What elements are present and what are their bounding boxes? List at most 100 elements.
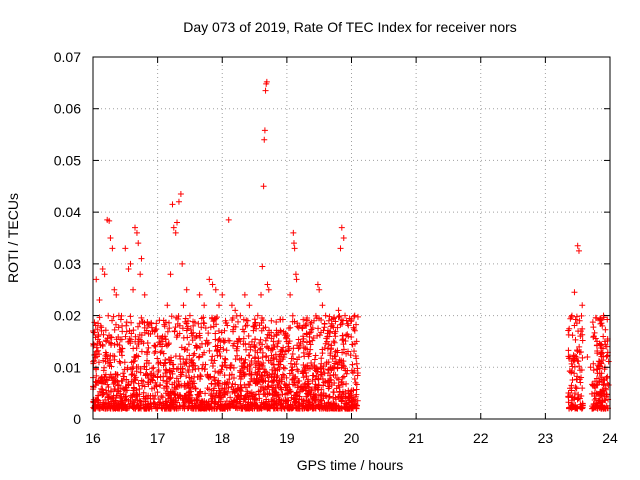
data-point — [335, 382, 342, 389]
data-point — [186, 363, 193, 370]
data-point — [222, 317, 229, 324]
data-point — [216, 380, 223, 387]
data-point — [265, 286, 272, 293]
data-point — [584, 353, 591, 360]
data-point — [322, 404, 329, 411]
data-point — [108, 340, 115, 347]
data-point — [246, 302, 253, 309]
data-point — [302, 363, 309, 370]
data-point — [101, 271, 108, 278]
data-point — [179, 366, 186, 373]
data-point — [214, 346, 221, 353]
data-point — [268, 345, 275, 352]
data-point — [293, 390, 300, 397]
data-point — [163, 373, 170, 380]
data-point — [114, 341, 121, 348]
data-point — [183, 286, 190, 293]
data-point — [572, 353, 579, 360]
data-point — [289, 318, 296, 325]
data-point — [171, 328, 178, 335]
data-point — [600, 357, 607, 364]
data-point — [290, 240, 297, 247]
data-point — [303, 322, 310, 329]
data-point — [184, 367, 191, 374]
data-point — [275, 383, 282, 390]
data-point — [185, 341, 192, 348]
data-point — [296, 402, 303, 409]
data-point — [328, 316, 335, 323]
data-point — [197, 376, 204, 383]
data-point — [150, 373, 157, 380]
data-point — [255, 362, 262, 369]
data-point — [246, 382, 253, 389]
data-point — [295, 368, 302, 375]
data-point — [325, 370, 332, 377]
data-point — [353, 386, 360, 393]
data-point — [270, 402, 277, 409]
data-point — [279, 391, 286, 398]
data-point — [244, 366, 251, 373]
data-point — [353, 338, 360, 345]
data-point — [352, 379, 359, 386]
data-point — [119, 352, 126, 359]
data-point — [575, 358, 582, 365]
y-tick-label: 0.06 — [54, 101, 81, 117]
data-point — [340, 336, 347, 343]
data-point — [325, 341, 332, 348]
data-point — [320, 393, 327, 400]
data-point — [141, 329, 148, 336]
data-point — [228, 371, 235, 378]
data-point — [574, 242, 581, 249]
data-point — [272, 389, 279, 396]
data-point — [122, 387, 129, 394]
data-point — [136, 336, 143, 343]
data-point — [317, 371, 324, 378]
data-point — [316, 286, 323, 293]
data-point — [109, 317, 116, 324]
data-point — [273, 319, 280, 326]
data-point — [203, 337, 210, 344]
data-point — [272, 351, 279, 358]
data-point — [348, 334, 355, 341]
data-point — [102, 371, 109, 378]
data-point — [572, 384, 579, 391]
data-point — [153, 383, 160, 390]
data-point — [565, 399, 572, 406]
data-point — [267, 405, 274, 412]
data-point — [248, 401, 255, 408]
data-point — [261, 366, 268, 373]
data-point — [592, 395, 599, 402]
data-point — [566, 405, 573, 412]
data-point — [334, 375, 341, 382]
data-point — [187, 404, 194, 411]
data-point — [132, 224, 139, 231]
data-point — [115, 324, 122, 331]
data-point — [340, 346, 347, 353]
data-point — [170, 397, 177, 404]
data-point — [206, 276, 213, 283]
data-point — [252, 369, 259, 376]
data-point — [317, 391, 324, 398]
data-point — [568, 382, 575, 389]
data-point — [318, 316, 325, 323]
data-point — [289, 312, 296, 319]
data-point — [161, 333, 168, 340]
data-point — [159, 343, 166, 350]
data-point — [193, 333, 200, 340]
data-point — [209, 396, 216, 403]
data-point — [93, 276, 100, 283]
data-point — [210, 323, 217, 330]
data-point — [136, 404, 143, 411]
data-point — [215, 369, 222, 376]
data-point — [338, 224, 345, 231]
data-point — [170, 404, 177, 411]
data-point — [139, 382, 146, 389]
data-point — [164, 302, 171, 309]
data-point — [116, 358, 123, 365]
data-point — [571, 396, 578, 403]
data-point — [143, 349, 150, 356]
data-point — [117, 336, 124, 343]
data-point — [295, 384, 302, 391]
data-point — [577, 367, 584, 374]
data-point — [211, 374, 218, 381]
